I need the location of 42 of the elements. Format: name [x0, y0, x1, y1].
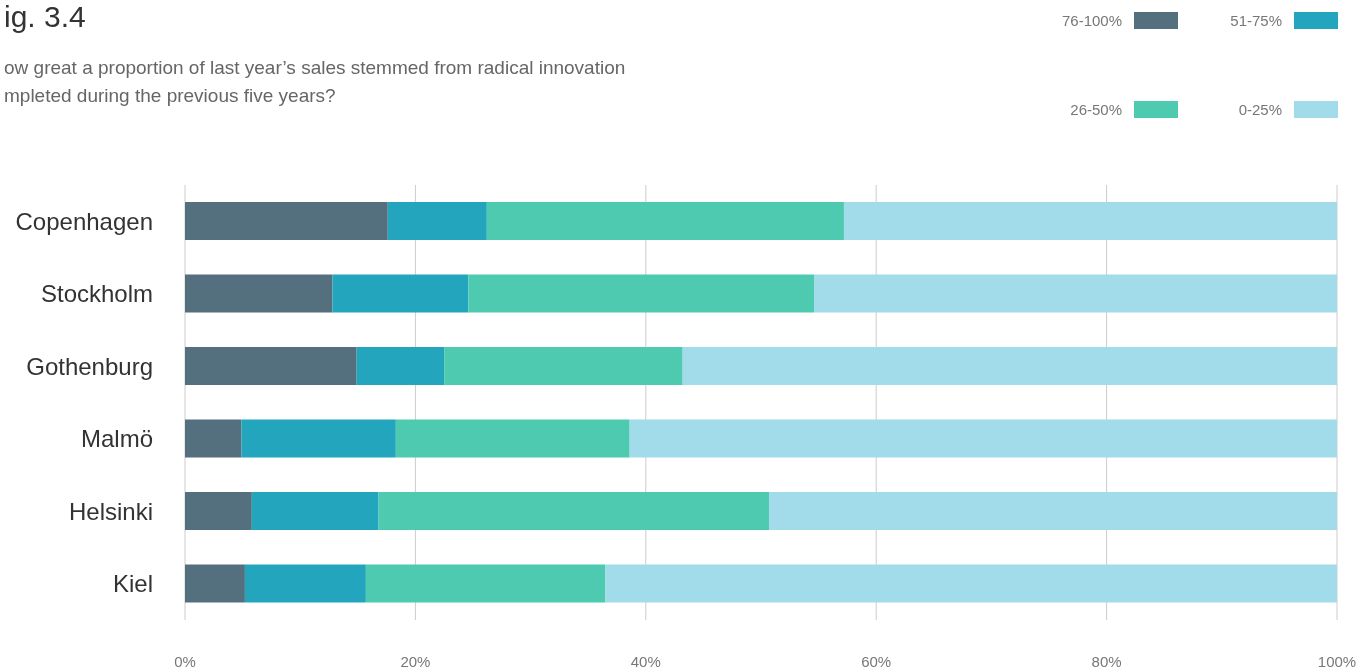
legend-label: 76-100%	[1061, 12, 1122, 29]
bar	[332, 274, 469, 313]
bar	[378, 492, 770, 530]
y-tick-label: Stockholm	[40, 280, 153, 308]
bar	[241, 419, 396, 458]
x-tick-label: 20%	[400, 652, 431, 670]
x-tick-label: 80%	[1091, 652, 1122, 670]
bar	[444, 347, 683, 385]
x-tick-label: 100%	[1317, 652, 1357, 670]
legend-label: 26-50%	[1070, 101, 1122, 118]
bar	[682, 347, 1337, 385]
bar	[629, 419, 1337, 458]
y-tick-label: Copenhagen	[15, 207, 153, 235]
chart-title: ig. 3.4	[4, 0, 86, 34]
bar	[185, 202, 388, 240]
chart-subtitle: ow great a proportion of last year’s sales stemmed from radical innovation mpleted during the previous five years?	[4, 56, 626, 108]
bar	[365, 564, 606, 603]
bar	[387, 202, 487, 240]
bar	[468, 274, 814, 313]
bar	[244, 564, 366, 603]
bar	[185, 347, 357, 385]
bar	[185, 419, 242, 458]
legend-label: 0-25%	[1238, 101, 1282, 118]
bar	[395, 419, 630, 458]
y-tick-label: Malmö	[80, 425, 153, 453]
y-tick-label: Helsinki	[68, 497, 153, 525]
bar	[251, 492, 379, 530]
bar	[356, 347, 445, 385]
bar	[769, 492, 1337, 530]
bar	[185, 564, 245, 603]
bar	[185, 492, 252, 530]
bar	[486, 202, 844, 240]
y-tick-label: Gothenburg	[26, 352, 153, 380]
bar	[605, 564, 1337, 603]
bar	[813, 274, 1337, 313]
x-tick-label: 40%	[630, 652, 661, 670]
y-tick-label: Kiel	[112, 570, 153, 598]
bar	[185, 274, 333, 313]
x-tick-label: 60%	[861, 652, 892, 670]
legend-label: 51-75%	[1230, 12, 1282, 29]
x-tick-label: 0%	[174, 652, 196, 670]
bar	[843, 202, 1337, 240]
